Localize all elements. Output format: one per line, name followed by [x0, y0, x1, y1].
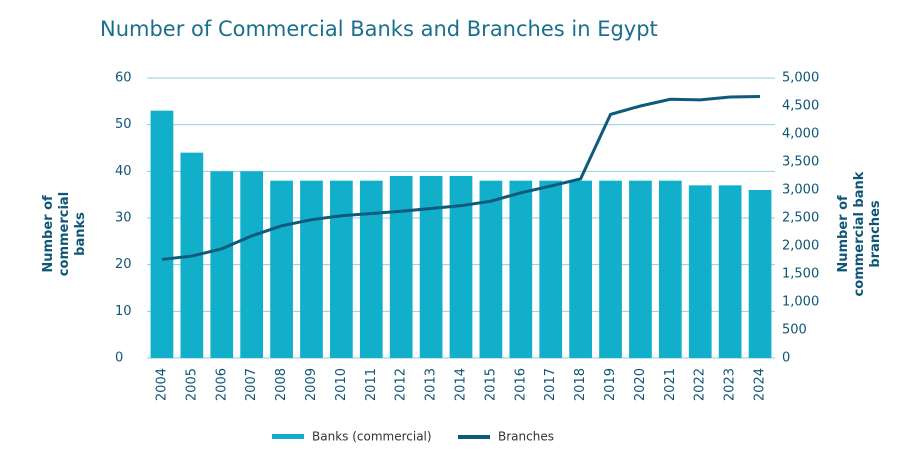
y-tick-label: 20 [115, 257, 132, 272]
bar [688, 185, 712, 358]
x-tick-label: 2011 [364, 368, 379, 401]
y-tick-label: 50 [115, 117, 132, 132]
y2-axis-title: Number of commercial bank branches [836, 171, 883, 297]
y2-tick-label: 1,500 [782, 267, 819, 282]
y-tick-label: 40 [115, 164, 132, 179]
bar [330, 180, 353, 358]
bar [300, 180, 323, 358]
legend-label: Branches [498, 430, 554, 444]
y-tick-label: 10 [115, 304, 132, 319]
bar [658, 180, 682, 358]
x-tick-label: 2013 [424, 368, 439, 401]
x-tick-label: 2017 [543, 368, 558, 401]
x-tick-label: 2018 [573, 368, 588, 401]
y2-tick-label: 3,000 [782, 183, 819, 198]
bar [748, 190, 772, 358]
y2-tick-label: 500 [782, 323, 807, 338]
bar [150, 110, 174, 359]
x-tick-label: 2004 [154, 368, 169, 401]
bar [509, 180, 533, 358]
bar [210, 171, 234, 358]
bar [240, 171, 264, 358]
bar [599, 180, 622, 358]
chart-title: Number of Commercial Banks and Branches … [100, 17, 658, 41]
x-tick-label: 2007 [244, 368, 259, 401]
bar [479, 180, 503, 358]
x-tick-label: 2012 [394, 368, 409, 401]
x-tick-label: 2010 [334, 368, 349, 401]
y2-tick-label: 2,000 [782, 239, 819, 254]
bar [449, 176, 473, 358]
y2-tick-label: 4,000 [782, 127, 819, 142]
x-tick-label: 2022 [693, 368, 708, 401]
y2-tick-label: 4,500 [782, 99, 819, 114]
y2-tick-label: 2,500 [782, 211, 819, 226]
x-tick-label: 2019 [603, 368, 618, 401]
y-tick-label: 0 [115, 351, 123, 366]
bar [389, 176, 413, 358]
y2-tick-label: 5,000 [782, 71, 819, 86]
x-tick-label: 2023 [723, 368, 738, 401]
bar [629, 180, 652, 358]
legend-label: Banks (commercial) [312, 430, 432, 444]
y2-tick-label: 0 [782, 351, 790, 366]
line [161, 94, 761, 261]
bar [270, 180, 293, 358]
y2-tick-label: 1,000 [782, 295, 819, 310]
x-tick-label: 2020 [633, 368, 648, 401]
bar [569, 180, 592, 358]
x-tick-label: 2008 [274, 368, 289, 401]
y2-tick-label: 3,500 [782, 155, 819, 170]
bar [539, 180, 563, 358]
bar [359, 180, 383, 358]
x-tick-label: 2016 [513, 368, 528, 401]
y-tick-label: 30 [115, 211, 132, 226]
x-tick-label: 2006 [214, 368, 229, 401]
x-tick-label: 2024 [753, 368, 768, 401]
x-tick-label: 2014 [454, 368, 469, 401]
y-axis-title: Number of commercial banks [41, 191, 88, 277]
y-tick-label: 60 [115, 71, 132, 86]
x-tick-label: 2021 [663, 368, 678, 401]
legend-swatch [272, 434, 304, 439]
bar [718, 185, 742, 358]
x-tick-label: 2005 [184, 368, 199, 401]
bar [419, 176, 443, 358]
x-tick-label: 2009 [304, 368, 319, 401]
x-tick-label: 2015 [483, 368, 498, 401]
